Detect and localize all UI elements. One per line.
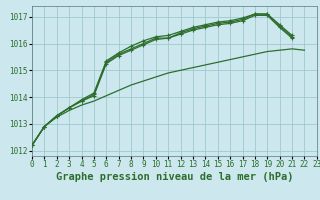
X-axis label: Graphe pression niveau de la mer (hPa): Graphe pression niveau de la mer (hPa) [56,172,293,182]
